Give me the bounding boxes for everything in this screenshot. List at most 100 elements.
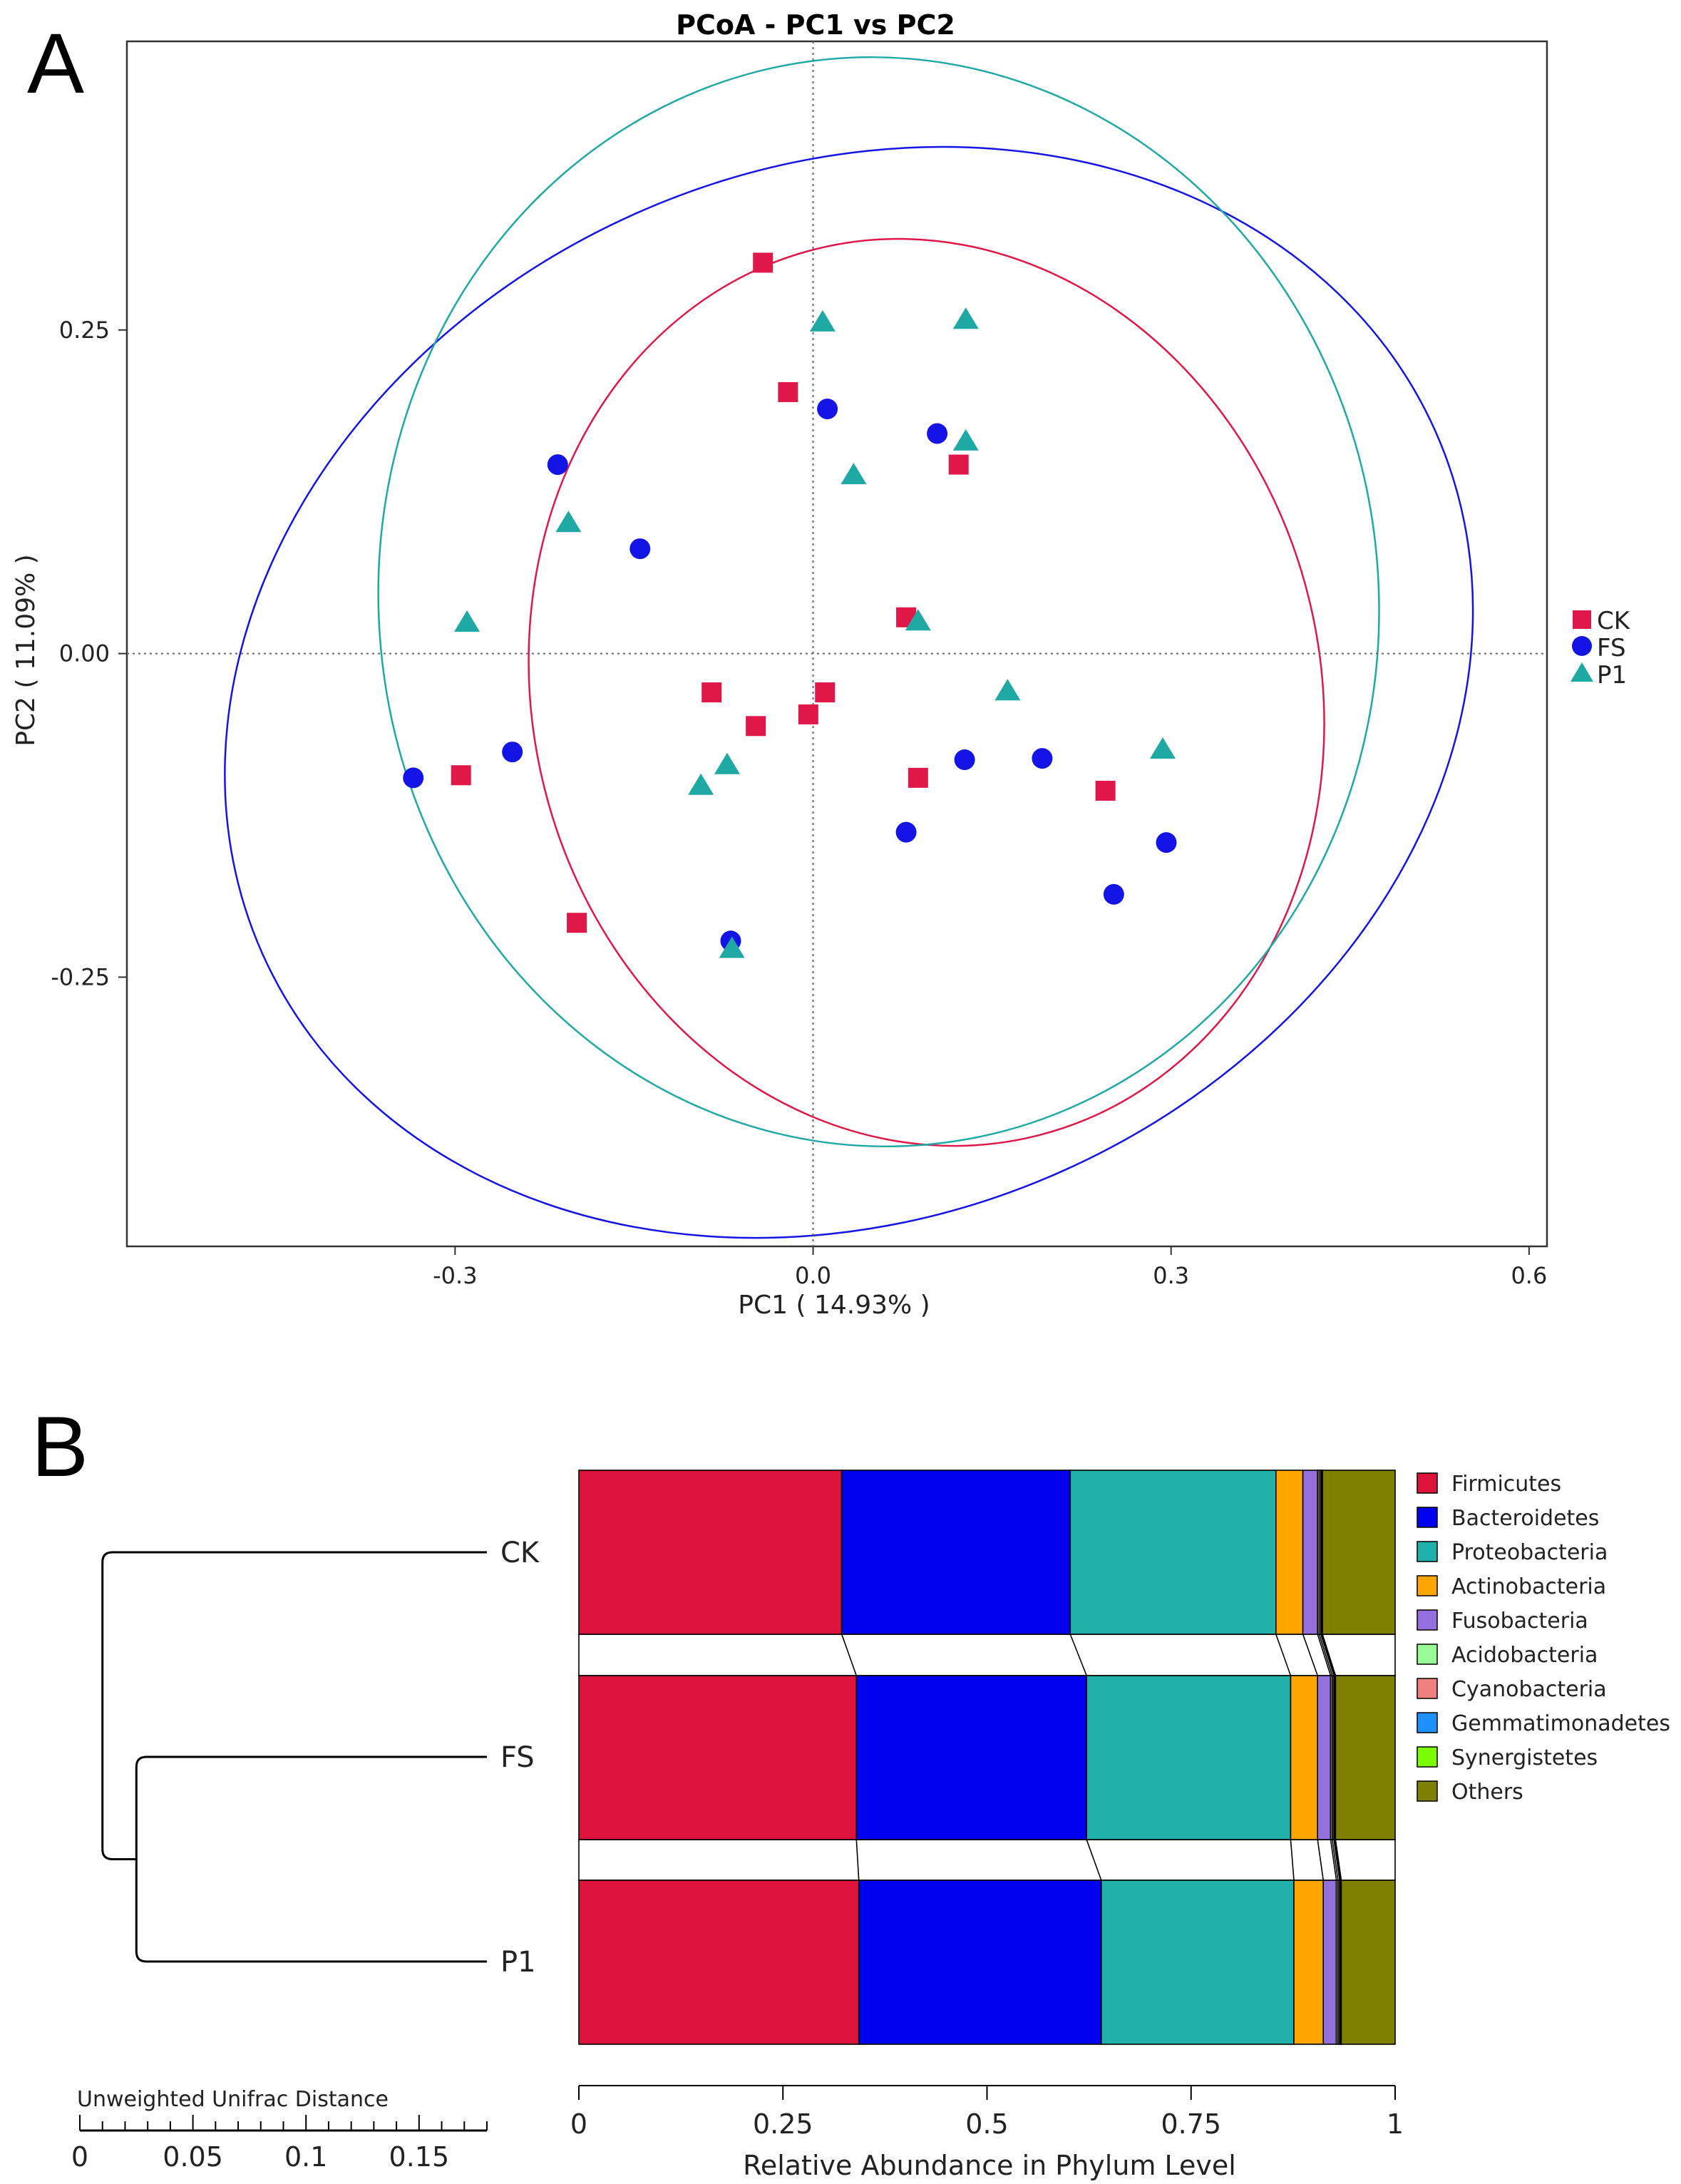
legend-ck-label: CK (1597, 607, 1631, 635)
leaf-label-fs: FS (500, 1741, 535, 1774)
legend-swatch-fusobacteria (1417, 1609, 1438, 1631)
bar-ck-proteobacteria (1069, 1470, 1277, 1635)
connector-line (840, 1634, 858, 1676)
point-fs (817, 399, 838, 420)
connector-line (1317, 1634, 1332, 1676)
ellipse-ck (528, 237, 1325, 1147)
bar-fs-others (1335, 1675, 1396, 1840)
connector-line (1318, 1634, 1333, 1676)
distance-tick-label: 0.15 (389, 2141, 450, 2173)
bar-p1-bacteroidetes (858, 1880, 1102, 2045)
bar-fs-fusobacteria (1317, 1675, 1332, 1840)
connector-line (855, 1839, 860, 1881)
gap-frame (578, 1839, 1396, 1881)
distance-tick-label: 0.1 (284, 2141, 327, 2173)
connector-line (1321, 1634, 1336, 1676)
legend-label-cyanobacteria: Cyanobacteria (1451, 1677, 1607, 1702)
point-fs (403, 767, 424, 789)
pcoa-title: PCoA - PC1 vs PC2 (676, 9, 955, 41)
bar-p1-others (1340, 1880, 1396, 2045)
point-ck (778, 381, 798, 402)
abundance-tick-label: 0 (570, 2108, 587, 2140)
legend-ck-marker (1573, 610, 1591, 629)
point-ck (948, 454, 969, 475)
pcoa-plot: -0.3 0.0 0.3 0.6 0.25 0.00 -0.25 PC1 ( 14.93%… (11, 40, 1548, 1320)
point-p1 (905, 609, 931, 631)
connector-line (1069, 1634, 1087, 1676)
pc1-axis-label: PC1 ( 14.93% ) (738, 1291, 930, 1320)
point-ck (746, 716, 766, 737)
legend-swatch-others (1417, 1780, 1438, 1802)
dendrogram-leaf-labels: CK FS P1 (500, 1537, 540, 1979)
legend-swatch-firmicutes (1417, 1472, 1438, 1494)
abundance-tick-label: 0.25 (753, 2108, 813, 2140)
pc1-tick-label: 0.6 (1511, 1262, 1547, 1289)
connector-line (1302, 1634, 1318, 1676)
point-p1 (952, 307, 979, 329)
bar-ck-bacteroidetes (840, 1470, 1071, 1635)
legend-label-actinobacteria: Actinobacteria (1451, 1574, 1606, 1599)
pcoa-plot-frame (125, 40, 1548, 1248)
connector-line (1317, 1839, 1325, 1881)
legend-label-synergistetes: Synergistetes (1451, 1745, 1598, 1770)
point-p1 (688, 773, 714, 795)
dendrogram-branch-fs-p1 (135, 1755, 487, 1963)
bar-ck-firmicutes (578, 1470, 843, 1635)
point-ck (908, 767, 928, 788)
abundance-axis-label: Relative Abundance in Phylum Level (743, 2150, 1236, 2181)
connector-line (1320, 1634, 1335, 1676)
point-p1 (809, 309, 836, 332)
point-fs (502, 742, 523, 763)
bar-p1-proteobacteria (1101, 1880, 1295, 2045)
bar-fs-actinobacteria (1290, 1675, 1319, 1840)
point-fs (895, 821, 917, 843)
legend-label-proteobacteria: Proteobacteria (1451, 1540, 1608, 1565)
point-fs (1156, 832, 1177, 853)
sample-points (403, 252, 1177, 958)
pc1-axis-ticks: -0.3 0.0 0.3 0.6 (433, 1246, 1547, 1289)
abundance-tick-label: 1 (1387, 2108, 1404, 2140)
confidence-ellipses (224, 56, 1474, 1239)
point-ck (753, 252, 773, 273)
legend-swatch-gemmatimonadetes (1417, 1712, 1438, 1733)
bar-fs-firmicutes (578, 1675, 858, 1840)
pc1-tick-label: -0.3 (433, 1262, 477, 1289)
bar-fs-bacteroidetes (855, 1675, 1087, 1840)
bar-p1-fusobacteria (1322, 1880, 1337, 2045)
bar-ck-fusobacteria (1302, 1470, 1319, 1635)
point-fs (547, 454, 568, 476)
pc2-tick-label: 0.00 (59, 640, 110, 667)
point-p1 (454, 610, 480, 632)
connector-line (1290, 1839, 1295, 1881)
distance-scale-bar: Unweighted Unifrac Distance 0 0.05 0.1 0.15 (71, 2087, 488, 2173)
distance-tick-label: 0.05 (163, 2141, 223, 2173)
leaf-label-p1: P1 (500, 1946, 536, 1979)
connector-line (1322, 1634, 1337, 1676)
legend-swatch-actinobacteria (1417, 1575, 1438, 1596)
point-ck (451, 765, 471, 786)
panel-b-letter: B (31, 1399, 88, 1495)
distance-tick-label: 0 (71, 2141, 88, 2173)
connector-line (1334, 1839, 1342, 1881)
bar-segments (578, 1470, 1396, 2045)
legend-fs-label: FS (1597, 634, 1626, 662)
pc1-tick-label: 0.0 (795, 1262, 831, 1289)
legend-p1-marker (1571, 662, 1593, 682)
point-p1 (714, 752, 740, 774)
phylum-legend: Firmicutes Bacteroidetes Proteobacteria Act… (1417, 1472, 1670, 1805)
abundance-axis: 0 0.25 0.5 0.75 1 (570, 2085, 1404, 2140)
legend-fs-marker (1572, 636, 1592, 656)
point-ck (798, 704, 818, 724)
pc1-tick-label: 0.3 (1153, 1262, 1189, 1289)
legend-label-firmicutes: Firmicutes (1451, 1472, 1561, 1497)
connector-line (1335, 1839, 1342, 1881)
legend-label-fusobacteria: Fusobacteria (1451, 1609, 1588, 1634)
pc2-axis-ticks: 0.25 0.00 -0.25 (51, 317, 127, 990)
point-p1 (840, 463, 867, 485)
point-fs (1032, 748, 1053, 769)
distance-scale-label: Unweighted Unifrac Distance (77, 2087, 389, 2112)
point-fs (927, 423, 948, 444)
legend-label-gemmatimonadetes: Gemmatimonadetes (1451, 1711, 1670, 1736)
ellipse-fs (224, 145, 1474, 1239)
